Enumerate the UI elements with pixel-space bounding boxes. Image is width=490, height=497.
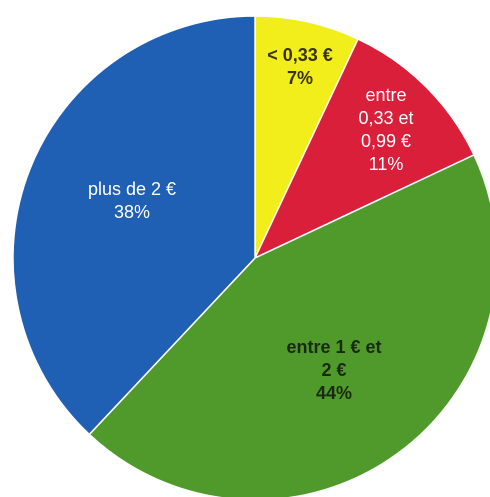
slice-label: plus de 2 €: [87, 179, 177, 199]
slice-label: entre 1 € et 2 €: [286, 337, 382, 380]
slice-value-label: 38%: [113, 202, 151, 222]
pie-slice: [12, 15, 256, 436]
slice-label: < 0,33 €: [267, 45, 333, 65]
slice-value-label: 11%: [368, 154, 404, 174]
pie-slice: [254, 15, 360, 259]
slice-value-label: 7%: [286, 68, 313, 88]
slice-label: entre 0,33 et 0,99 €: [358, 85, 414, 151]
pie-slice: [88, 153, 490, 497]
slice-value-label: 44%: [315, 383, 353, 403]
pie-slice: [253, 38, 475, 260]
